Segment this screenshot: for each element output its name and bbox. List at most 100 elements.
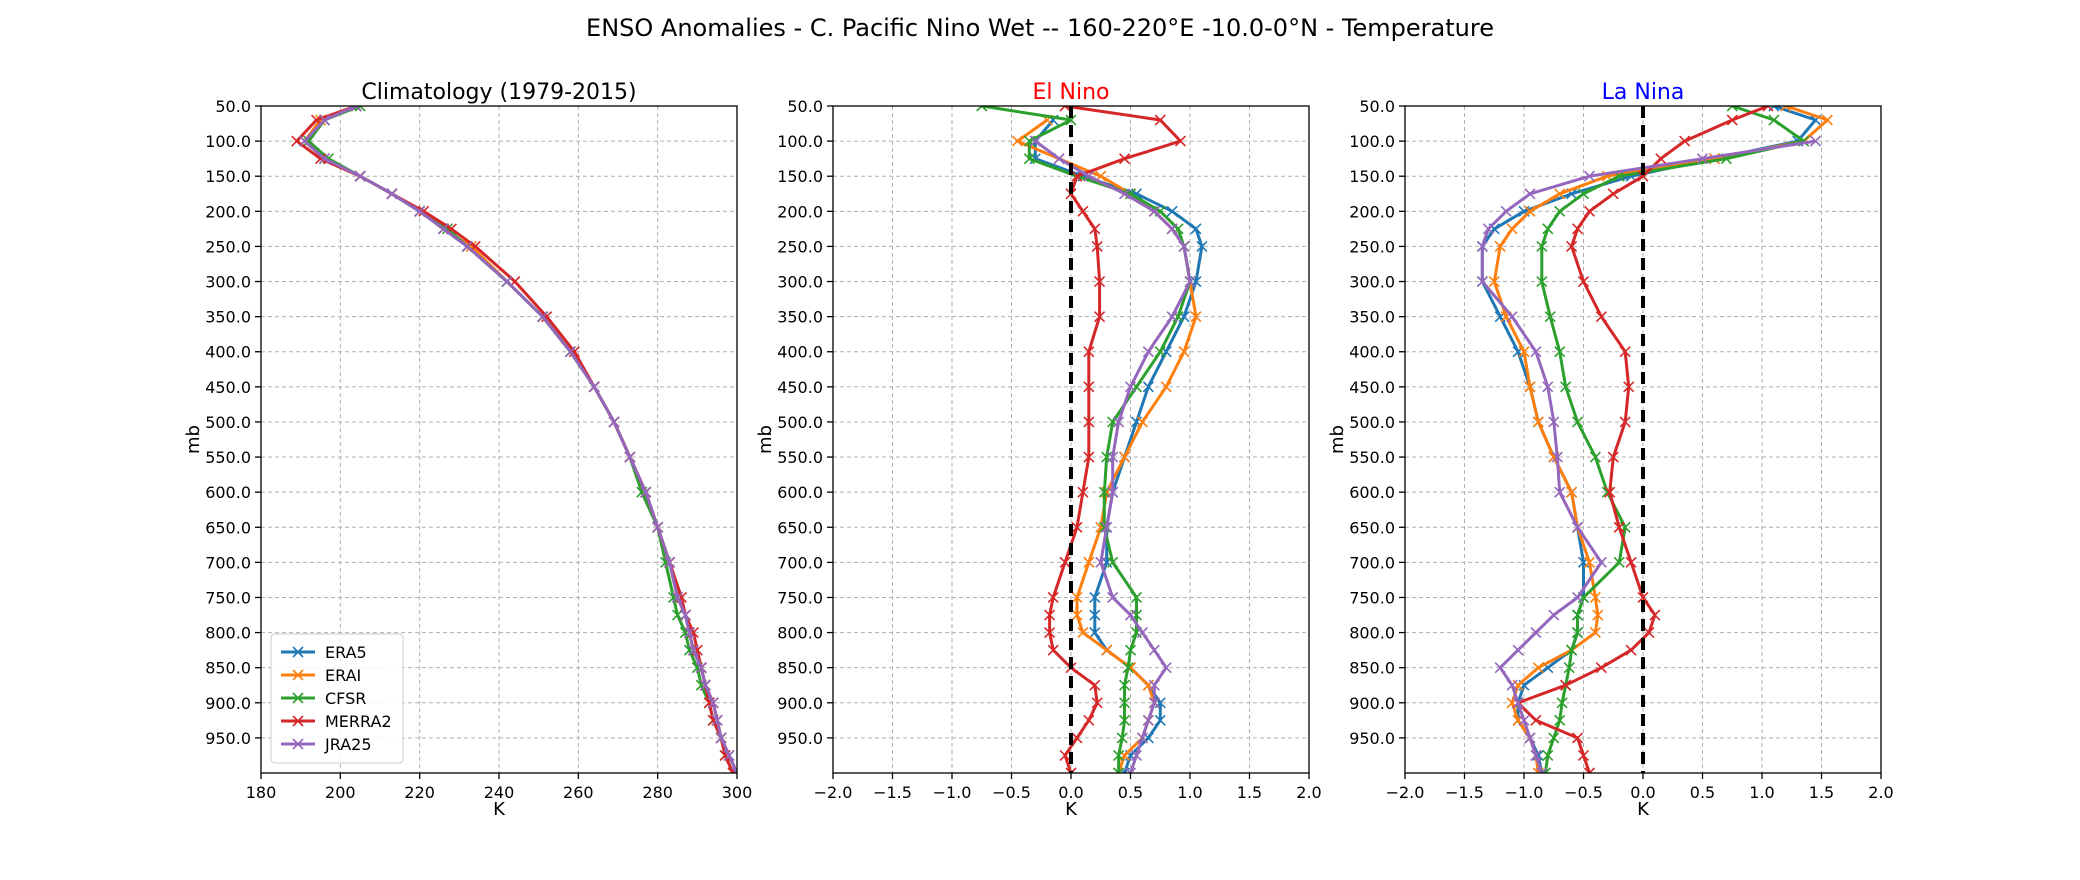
data-point [1154,714,1166,726]
data-point [1160,381,1172,393]
data-point [1190,311,1202,323]
data-point [1118,679,1131,691]
data-point [1571,591,1584,604]
data-point [671,591,684,604]
y-tick-label: 450.0 [1349,378,1395,397]
x-tick-label: 2.0 [1296,783,1321,802]
data-point [1613,556,1625,568]
y-tick-label: 250.0 [1349,237,1395,256]
legend-box [270,633,404,764]
series-line-cfsr [1540,106,1806,773]
data-point [1583,205,1596,217]
data-point [1095,556,1107,568]
series-erai [1011,114,1202,773]
data-point [1113,416,1125,428]
series-jra25 [1029,135,1196,773]
y-tick-label: 750.0 [205,588,251,607]
y-tick-label: 250.0 [205,237,251,256]
data-point [1089,679,1101,691]
data-point [1071,591,1083,604]
x-tick-label: 0.0 [1058,783,1083,802]
data-point [1083,556,1095,568]
data-point [1637,591,1649,604]
data-point [1696,153,1709,165]
y-tick-label: 600.0 [1349,483,1395,502]
data-point [1118,153,1131,165]
data-point [976,106,988,112]
data-point [1178,346,1190,358]
x-tick-label: 0.5 [1690,783,1715,802]
y-tick-label: 250.0 [777,237,823,256]
data-point [1059,749,1071,762]
data-point [1532,662,1544,674]
data-point [1643,627,1655,639]
x-axis-label: K [1637,799,1650,820]
data-point [291,135,303,147]
data-point [1548,609,1560,621]
y-tick-label: 800.0 [205,624,251,643]
data-point [1780,106,1792,112]
y-tick-label: 350.0 [777,308,823,327]
axes-frame [832,105,1310,774]
data-point [299,135,311,147]
data-point [1476,240,1488,252]
data-point [1065,114,1077,126]
y-tick-label: 100.0 [205,132,251,151]
y-tick-label: 50.0 [787,97,823,116]
legend-item: ERAI [281,666,361,685]
y-tick-label: 500.0 [205,413,251,432]
data-point [1101,521,1113,533]
data-point [715,732,727,744]
y-tick-label: 950.0 [777,729,823,748]
series-cfsr [1536,106,1810,773]
data-point [1768,114,1780,126]
data-point [699,679,711,691]
data-point [1619,346,1631,358]
data-point [1655,153,1667,165]
data-point [1136,627,1148,639]
data-point [1530,749,1542,762]
data-point [1494,240,1506,252]
axes-frame [260,105,738,774]
series-merra2 [1512,106,1774,773]
y-tick-label: 800.0 [1349,624,1395,643]
legend-label: MERRA2 [325,712,392,731]
data-point [1071,609,1083,621]
y-tick-label: 400.0 [777,343,823,362]
data-point [671,609,684,621]
x-tick-label: −1.5 [873,783,912,802]
data-point [1142,346,1154,358]
data-point [608,416,620,428]
series-cfsr [976,106,1196,773]
data-point [1566,644,1578,656]
data-point [1494,662,1506,674]
data-point [318,114,331,126]
data-point [1101,644,1113,656]
data-point [1542,749,1554,762]
y-tick-label: 150.0 [777,167,823,186]
data-point [1077,205,1089,217]
data-point [1518,346,1530,358]
data-point [1583,170,1596,182]
data-point [1113,749,1125,762]
data-point [1619,416,1631,428]
data-point [1583,767,1596,773]
data-point [1196,240,1208,252]
x-tick-label: 1.0 [1177,783,1202,802]
chart-panels: 180 200 220 240 260 280 300 50.0 100.0 150.0 200.0… [183,80,1894,820]
data-point [1548,416,1560,428]
y-tick-label: 100.0 [777,132,823,151]
x-tick-label: 1.5 [1237,783,1262,802]
data-point [1762,106,1774,112]
data-point [1089,591,1101,604]
data-point [1083,381,1095,393]
y-tick-label: 450.0 [777,378,823,397]
data-point [1589,451,1601,463]
y-tick-label: 50.0 [1359,97,1395,116]
legend-label: CFSR [325,689,366,708]
data-point [1560,679,1572,691]
data-point [1577,275,1590,288]
y-tick-label: 700.0 [205,553,251,572]
series-era5 [1029,114,1208,773]
y-tick-label: 550.0 [1349,448,1395,467]
